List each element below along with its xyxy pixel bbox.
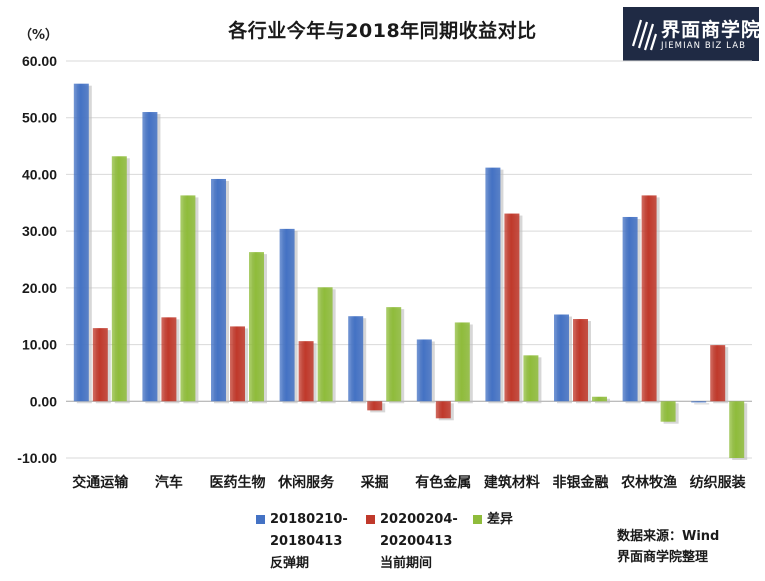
bar-diff: [729, 401, 745, 458]
x-category-label: 休闲服务: [277, 474, 335, 491]
bar-2020: [504, 213, 520, 402]
x-category-label: 非银金融: [553, 474, 609, 491]
legend-label-2020-line3: 当前期间: [380, 556, 433, 571]
legend-label-diff: 差异: [487, 512, 514, 527]
x-category-label: 纺织服装: [690, 474, 747, 491]
bar-2020: [573, 319, 588, 402]
source-line-2: 界面商学院整理: [617, 550, 709, 565]
x-category-label: 医药生物: [210, 474, 266, 491]
y-tick-label: 60.00: [22, 53, 57, 69]
bar-2020: [710, 345, 726, 402]
y-axis-ticks: 60.00 50.00 40.00 30.00 20.00 10.00 0.00 -10.00: [17, 53, 57, 466]
bar-2018: [416, 339, 432, 402]
brand-logo: 界面商学院 JIEMIAN BIZ LAB: [623, 7, 762, 61]
x-category-label: 建筑材料: [484, 474, 540, 491]
y-tick-label: 20.00: [22, 280, 57, 296]
bar-2018: [622, 216, 638, 402]
y-tick-label: 40.00: [22, 166, 57, 182]
bar-diff: [111, 156, 127, 402]
bar-2020: [92, 328, 108, 402]
x-axis-labels: 交通运输 汽车 医药生物 休闲服务 采掘 有色金属 建筑材料 非银金融 农林牧渔 纺织服装: [72, 474, 746, 491]
bar-diff: [180, 195, 196, 402]
bar-diff: [592, 396, 607, 402]
source-line-1: 数据来源：Wind: [617, 529, 720, 544]
legend-swatch-diff: [473, 515, 482, 524]
legend-label-2020-line2: 20200413: [380, 534, 453, 549]
y-tick-label: 30.00: [22, 223, 57, 239]
legend-label-2018-line3: 反弹期: [270, 556, 310, 571]
y-axis-unit-label: （%）: [19, 28, 59, 43]
data-source: 数据来源：Wind 界面商学院整理: [617, 526, 719, 568]
bar-2018: [485, 167, 501, 402]
bar-diff: [454, 322, 470, 402]
y-tick-label: 10.00: [22, 337, 57, 353]
legend-item-2018: 20180210- 20180413 反弹期: [256, 509, 348, 575]
legend-item-diff: 差异: [473, 509, 513, 531]
bar-diff: [660, 401, 676, 422]
legend-swatch-2018: [256, 515, 265, 524]
legend-label-2018-line2: 20180413: [270, 534, 343, 549]
bar-diff: [317, 287, 333, 402]
bar-chart: 60.00 50.00 40.00 30.00 20.00 10.00 0.00 -10.00…: [17, 53, 752, 491]
bar-2018: [73, 83, 89, 402]
bar-2020: [435, 401, 451, 419]
bar-2020: [367, 401, 383, 411]
bar-2018: [348, 316, 364, 402]
y-tick-label: -10.00: [17, 450, 57, 466]
bar-shadow: [694, 403, 710, 405]
legend-item-2020: 20200204- 20200413 当前期间: [366, 509, 458, 575]
bar-2020: [230, 326, 245, 402]
bar-2018: [554, 314, 569, 402]
bar-2018: [211, 178, 226, 402]
legend-swatch-2020: [366, 515, 375, 524]
bar-diff: [249, 252, 264, 402]
logo-mark-icon: [631, 19, 657, 51]
x-category-label: 有色金属: [415, 474, 471, 491]
y-tick-label: 0.00: [30, 393, 57, 409]
bar-2020: [641, 195, 657, 402]
bar-2020: [161, 317, 177, 402]
bar-diff: [386, 307, 402, 402]
x-category-label: 汽车: [155, 474, 183, 491]
bar-2020: [298, 341, 314, 402]
bar-2018: [691, 401, 707, 403]
chart-title: 各行业今年与2018年同期收益对比: [228, 20, 537, 42]
logo-main-text: 界面商学院: [661, 19, 762, 41]
x-category-label: 交通运输: [72, 474, 129, 491]
legend-label-2020-line1: 20200204-: [380, 512, 458, 527]
bars: [73, 83, 748, 460]
bar-diff: [523, 355, 539, 402]
x-category-label: 农林牧渔: [620, 474, 677, 491]
logo-sub-text: JIEMIAN BIZ LAB: [661, 41, 747, 51]
x-category-label: 采掘: [360, 474, 389, 491]
bar-2018: [142, 112, 158, 402]
y-tick-label: 50.00: [22, 110, 57, 126]
legend-label-2018-line1: 20180210-: [270, 512, 348, 527]
bar-2018: [279, 228, 295, 402]
